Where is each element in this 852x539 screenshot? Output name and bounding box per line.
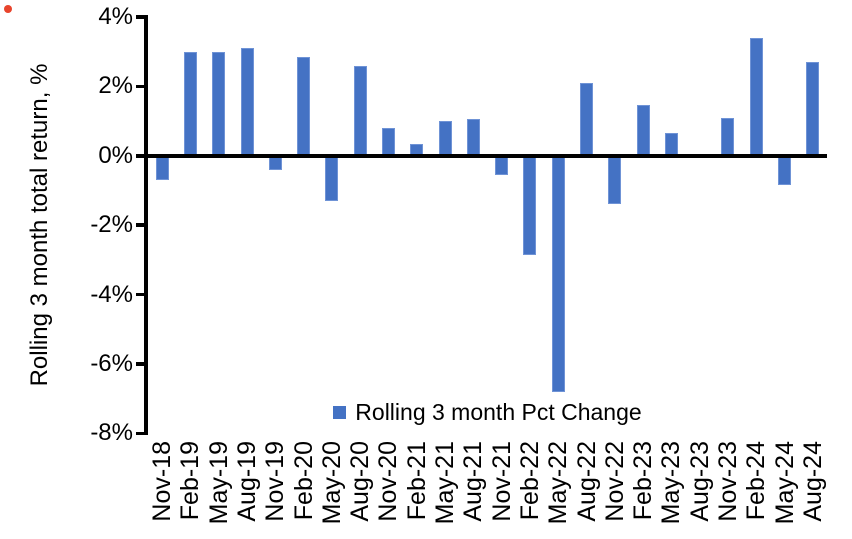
bar-Aug-24	[806, 62, 820, 156]
bar-Aug-21	[466, 119, 480, 156]
x-tick-label: Aug-22	[572, 441, 601, 522]
x-tick-label: Nov-19	[261, 441, 290, 522]
x-tick-label: Feb-21	[402, 441, 431, 521]
y-tick-label: 2%	[98, 72, 133, 100]
x-tick-label: Feb-22	[515, 441, 544, 521]
x-tick-label: Aug-23	[685, 441, 714, 522]
bar-May-21	[438, 121, 452, 156]
bar-May-22	[551, 155, 565, 392]
y-tick-label: -4%	[90, 280, 133, 308]
x-tick-label: Feb-20	[289, 441, 318, 521]
bar-Feb-23	[636, 105, 650, 156]
bar-May-19	[212, 51, 226, 156]
bar-May-23	[664, 133, 678, 156]
y-tick-mark	[136, 431, 145, 436]
legend-label: Rolling 3 month Pct Change	[355, 399, 642, 425]
bar-May-24	[778, 155, 792, 186]
x-tick-label: Nov-20	[374, 441, 403, 522]
bar-Nov-20	[381, 128, 395, 156]
x-tick-label: Aug-21	[459, 441, 488, 522]
y-tick-mark	[136, 292, 145, 297]
y-tick-label: -2%	[90, 211, 133, 239]
bar-Nov-22	[608, 155, 622, 205]
x-tick-label: May-24	[770, 441, 799, 525]
x-tick-label: May-21	[431, 441, 460, 525]
zero-baseline	[148, 153, 827, 158]
x-tick-label: May-23	[657, 441, 686, 525]
legend-swatch-icon	[333, 406, 347, 419]
bar-Aug-20	[353, 65, 367, 156]
bar-Feb-24	[749, 37, 763, 156]
x-tick-label: May-19	[204, 441, 233, 525]
bar-Nov-18	[155, 155, 169, 181]
x-tick-label: Nov-23	[713, 441, 742, 522]
bar-Feb-19	[183, 51, 197, 156]
legend: Rolling 3 month Pct Change	[148, 399, 827, 426]
x-tick-label: May-22	[544, 441, 573, 525]
bar-Aug-19	[240, 48, 254, 156]
y-tick-label: 4%	[98, 3, 133, 30]
bar-Nov-23	[721, 117, 735, 156]
y-axis-line	[144, 15, 148, 435]
bar-Nov-21	[495, 155, 509, 175]
y-tick-mark	[136, 84, 145, 89]
x-tick-label: Feb-23	[629, 441, 658, 521]
bar-Feb-20	[297, 56, 311, 156]
bar-Aug-22	[580, 82, 594, 156]
bar-May-20	[325, 155, 339, 201]
x-tick-label: Nov-18	[148, 441, 177, 522]
x-tick-label: Nov-21	[487, 441, 516, 522]
y-tick-label: -6%	[90, 349, 133, 377]
x-tick-label: Aug-20	[346, 441, 375, 522]
y-tick-mark	[136, 154, 145, 158]
y-tick-label: -8%	[90, 419, 133, 447]
y-tick-mark	[136, 223, 145, 227]
x-tick-label: Feb-19	[176, 441, 205, 521]
bar-Nov-19	[268, 155, 282, 170]
x-tick-label: Feb-24	[742, 441, 771, 521]
bar-Feb-22	[523, 155, 537, 255]
x-tick-label: Nov-22	[600, 441, 629, 522]
y-tick-label: 0%	[98, 141, 133, 169]
y-tick-mark	[136, 362, 145, 366]
red-dot-marker	[4, 5, 12, 13]
y-tick-mark	[136, 15, 145, 19]
x-tick-label: May-20	[317, 441, 346, 525]
x-tick-label: Aug-19	[233, 441, 262, 522]
x-tick-label: Aug-24	[798, 441, 827, 522]
